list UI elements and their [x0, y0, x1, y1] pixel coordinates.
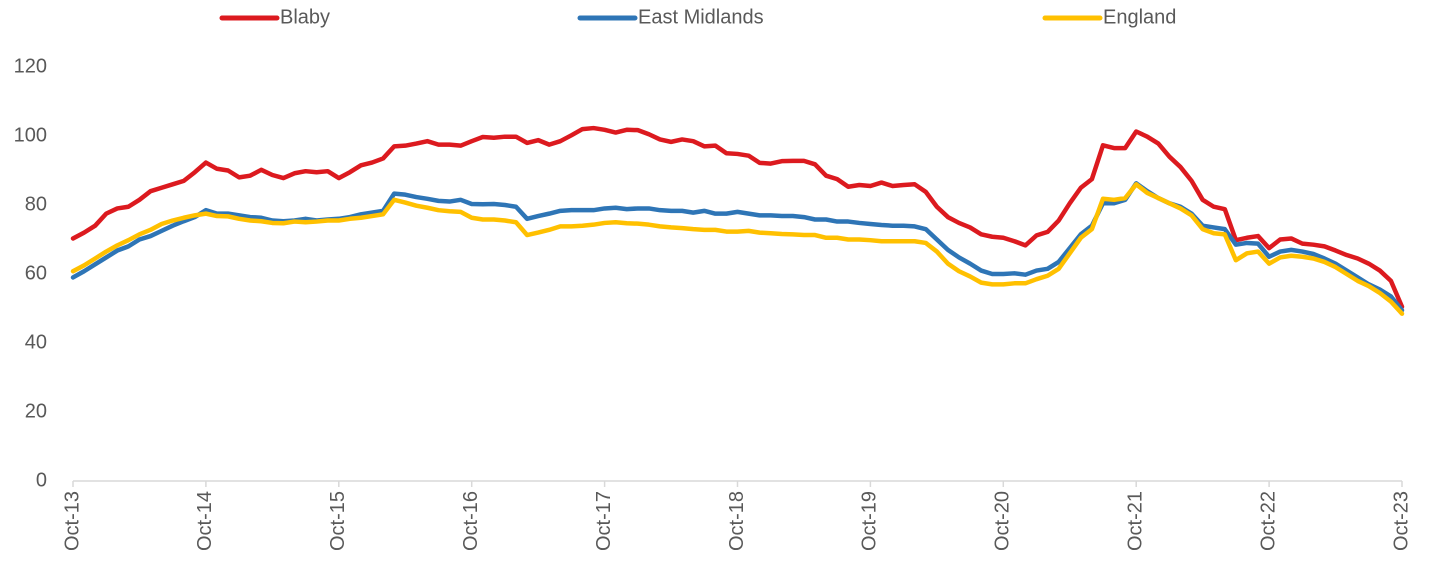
- y-tick-label: 0: [36, 469, 47, 491]
- y-tick-label: 100: [14, 124, 47, 146]
- series-line: [70, 182, 1405, 316]
- x-tick-label: Oct-20: [992, 491, 1014, 551]
- series-line: [70, 125, 1405, 310]
- x-tick-label: Oct-19: [859, 491, 881, 551]
- y-tick-label: 40: [25, 331, 47, 353]
- x-tick-label: Oct-17: [593, 491, 615, 551]
- x-tick-label: Oct-21: [1124, 491, 1146, 551]
- legend-label: Blaby: [280, 6, 330, 28]
- legend-label: England: [1103, 6, 1176, 28]
- x-tick-label: Oct-23: [1390, 491, 1412, 551]
- y-tick-label: 20: [25, 400, 47, 422]
- y-tick-label: 120: [14, 55, 47, 77]
- y-tick-label: 60: [25, 262, 47, 284]
- x-tick-label: Oct-22: [1257, 491, 1279, 551]
- legend-label: East Midlands: [638, 6, 764, 28]
- x-tick-label: Oct-14: [194, 491, 216, 551]
- x-tick-label: Oct-13: [61, 491, 83, 551]
- y-tick-label: 80: [25, 193, 47, 215]
- x-tick-label: Oct-18: [726, 491, 748, 551]
- x-tick-label: Oct-15: [327, 491, 349, 551]
- x-tick-label: Oct-16: [460, 491, 482, 551]
